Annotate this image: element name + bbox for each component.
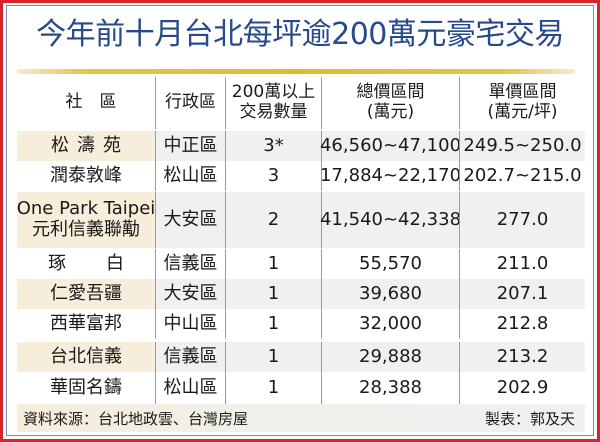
cell-district: 松山區	[155, 372, 225, 404]
cell-district: 中正區	[155, 131, 225, 161]
cell-total-range: 55,570	[321, 249, 459, 279]
cell-total-range: 39,680	[321, 279, 459, 309]
cell-community: One Park Taipei 元利信義聯勱	[17, 192, 155, 248]
source-footer: 資料來源：台北地政雲、台灣房屋 製表：郭及天	[17, 404, 585, 432]
header-unit-line2: (萬元/坪)	[487, 102, 558, 122]
cell-district: 松山區	[155, 161, 225, 191]
cell-unit-range: 202.7~215.0	[459, 161, 585, 191]
header-unit-line1: 單價區間	[488, 82, 557, 103]
cell-community: 仁愛吾疆	[17, 279, 155, 309]
data-source-note: 資料來源：台北地政雲、台灣房屋	[23, 409, 249, 428]
cell-count: 3	[225, 161, 321, 191]
table-row: 台北信義 信義區 1 29,888 213.2	[17, 342, 585, 372]
header-count-line2: 交易數量	[239, 102, 308, 122]
table-row: 琢白 信義區 1 55,570 211.0	[17, 249, 585, 279]
header-total-line1: 總價區間	[356, 82, 425, 103]
table-row: One Park Taipei 元利信義聯勱 大安區 2 41,540~42,3…	[17, 192, 585, 248]
cell-community-line1: One Park Taipei	[16, 198, 156, 220]
cell-count: 1	[225, 279, 321, 309]
cell-community: 琢白	[48, 252, 164, 274]
cell-total-range: 17,884~22,170	[320, 161, 461, 191]
cell-total-range: 28,388	[321, 372, 459, 404]
table-row: 松濤苑 中正區 3* 46,560~47,100 249.5~250.0	[17, 131, 585, 161]
cell-unit-range: 211.0	[459, 249, 585, 279]
cell-count: 1	[225, 342, 321, 372]
chart-credit: 製表：郭及天	[484, 409, 575, 428]
header-count-line1: 200萬以上	[231, 82, 316, 103]
header-total-line2: (萬元)	[366, 102, 415, 122]
cell-count: 1	[225, 249, 321, 279]
cell-total-range: 46,560~47,100	[320, 131, 461, 161]
header-community: 社 區	[65, 92, 117, 113]
table-row: 華固名鑄 松山區 1 28,388 202.9	[17, 372, 585, 404]
cell-district: 大安區	[155, 279, 225, 309]
cell-unit-range: 212.8	[459, 309, 585, 339]
table-row: 西華富邦 中山區 1 32,000 212.8	[17, 309, 585, 339]
cell-community: 華固名鑄	[50, 376, 122, 398]
table-row: 潤泰敦峰 松山區 3 17,884~22,170 202.7~215.0	[17, 161, 585, 191]
cell-unit-range: 207.1	[459, 279, 585, 309]
cell-district: 大安區	[155, 192, 225, 248]
gold-divider	[17, 69, 575, 74]
cell-district: 中山區	[155, 309, 225, 339]
cell-unit-range: 202.9	[459, 372, 585, 404]
cell-count: 1	[225, 309, 321, 339]
cell-total-range: 41,540~42,338	[320, 192, 461, 248]
header-count: 200萬以上 交易數量	[225, 77, 321, 129]
cell-community: 台北信義	[17, 342, 155, 372]
header-total-range: 總價區間 (萬元)	[321, 77, 459, 129]
cell-total-range: 29,888	[321, 342, 459, 372]
cell-total-range: 32,000	[321, 309, 459, 339]
cell-count: 3*	[225, 131, 321, 161]
cell-community: 松濤苑	[17, 131, 155, 161]
cell-unit-range: 277.0	[459, 192, 585, 248]
cell-community: 西華富邦	[50, 312, 122, 334]
cell-district: 信義區	[155, 249, 225, 279]
cell-count: 1	[225, 372, 321, 404]
cell-unit-range: 213.2	[459, 342, 585, 372]
cell-community: 潤泰敦峰	[50, 164, 122, 186]
cell-district: 信義區	[155, 342, 225, 372]
graphic-title: 今年前十月台北每坪逾200萬元豪宅交易	[36, 17, 564, 52]
header-unit-range: 單價區間 (萬元/坪)	[459, 77, 585, 129]
header-district: 行政區	[155, 77, 225, 129]
cell-count: 2	[225, 192, 321, 248]
cell-community-line2: 元利信義聯勱	[32, 219, 140, 240]
table-row: 仁愛吾疆 大安區 1 39,680 207.1	[17, 279, 585, 309]
table-header-row: 社 區 行政區 200萬以上 交易數量 總價區間 (萬元) 單價區間 (萬元/坪…	[17, 77, 585, 129]
cell-unit-range: 249.5~250.0	[459, 131, 585, 161]
